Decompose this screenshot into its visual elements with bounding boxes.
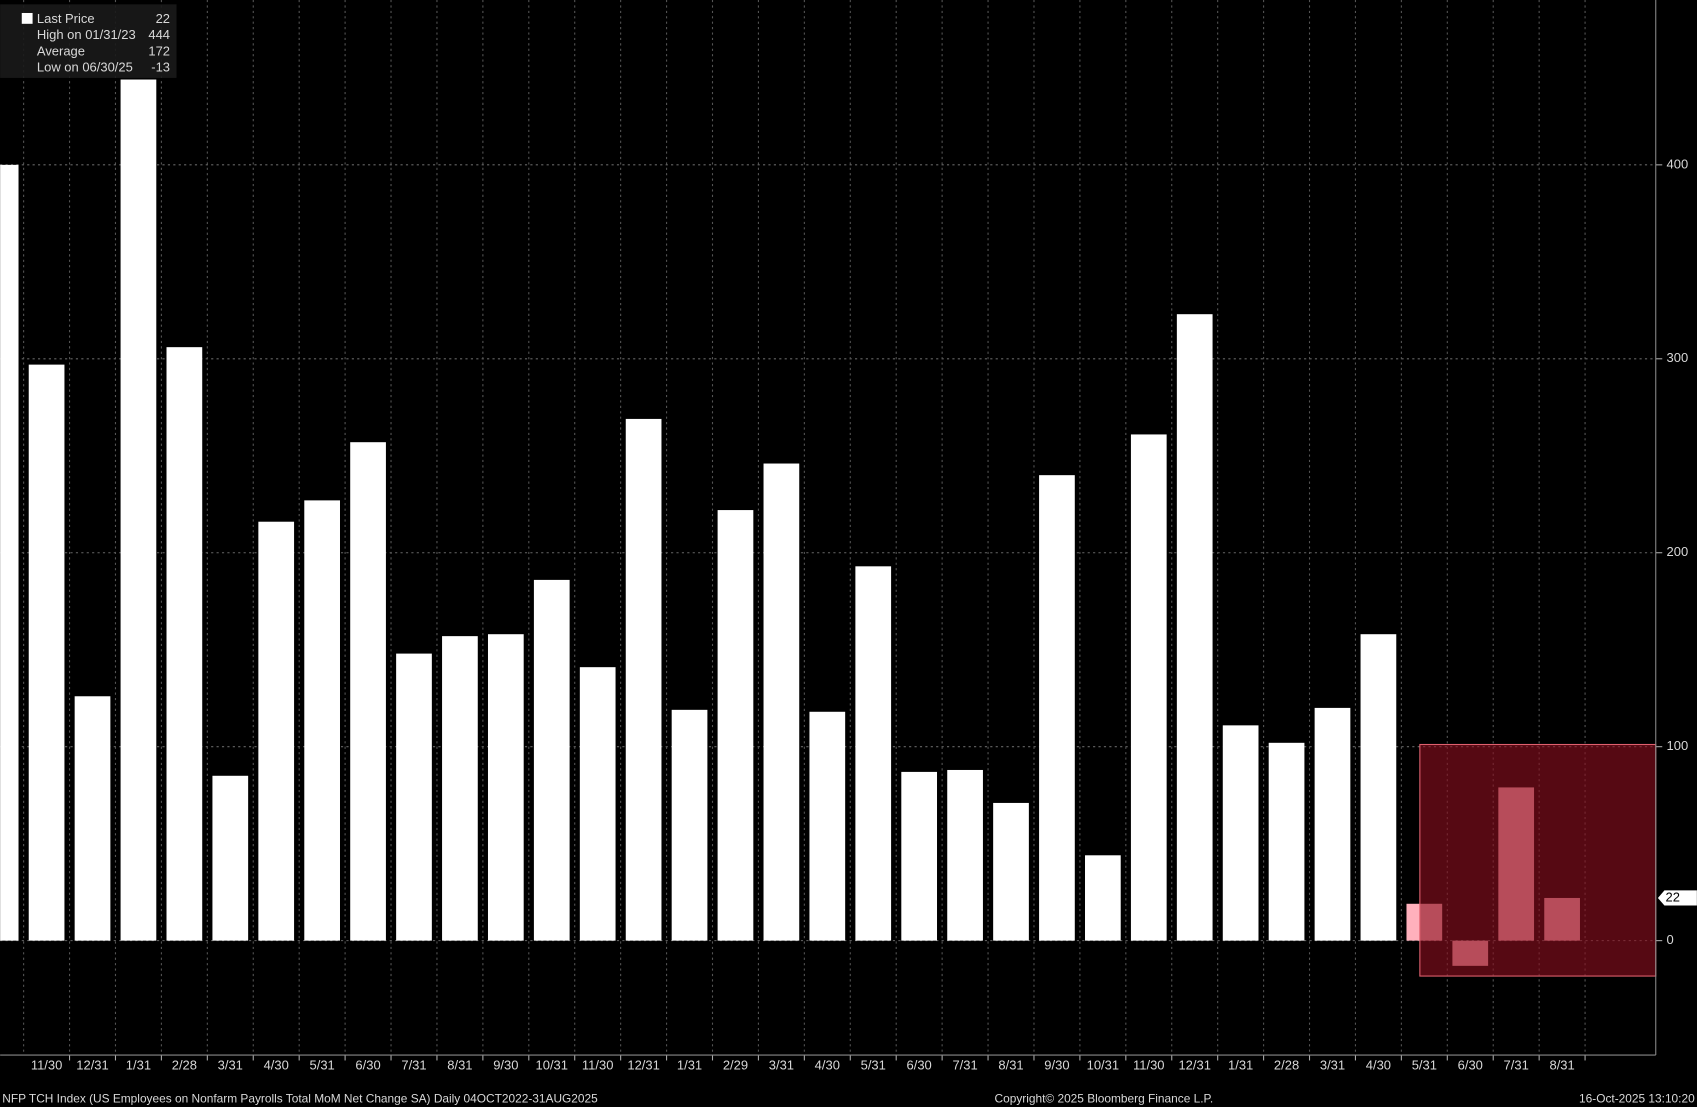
x-tick-label: 3/31 <box>218 1057 243 1072</box>
y-tick-label: 300 <box>1667 350 1689 365</box>
x-tick-label: 10/31 <box>536 1057 568 1072</box>
y-tick-label: 200 <box>1667 544 1689 559</box>
bar <box>166 347 203 941</box>
bar <box>1314 707 1351 941</box>
bar <box>350 442 386 941</box>
x-tick-label: 11/30 <box>1133 1057 1165 1072</box>
bar <box>1360 634 1397 941</box>
legend-label: Average <box>37 43 85 58</box>
legend-value: -13 <box>151 60 170 75</box>
x-tick-label: 8/31 <box>998 1057 1023 1072</box>
x-tick-label: 7/31 <box>1504 1057 1529 1072</box>
bar <box>120 79 157 941</box>
last-price-label: 22 <box>1665 889 1679 904</box>
legend-value: 444 <box>148 27 170 42</box>
bar <box>74 696 111 941</box>
x-tick-label: 5/31 <box>861 1057 886 1072</box>
bar <box>947 769 983 941</box>
bar <box>533 579 570 941</box>
legend-swatch <box>21 12 33 24</box>
x-tick-label: 5/31 <box>1412 1057 1437 1072</box>
bar <box>1222 725 1259 941</box>
bar <box>1039 475 1075 941</box>
bar <box>763 463 800 941</box>
x-tick-label: 6/30 <box>355 1057 380 1072</box>
x-tick-label: 2/29 <box>723 1057 748 1072</box>
x-tick-label: 4/30 <box>264 1057 289 1072</box>
bar <box>1130 434 1167 941</box>
axes: 0 100 200 300 400 11/30 12/31 1/31 2/28 3/31 4/30 5… <box>31 156 1688 1072</box>
bar <box>442 636 478 941</box>
x-tick-label: 9/30 <box>1044 1057 1069 1072</box>
x-tick-label: 12/31 <box>76 1057 108 1072</box>
bar <box>717 510 754 941</box>
bar <box>396 653 432 941</box>
bars <box>0 79 1580 966</box>
bar <box>487 634 524 941</box>
y-tick-label: 400 <box>1667 156 1689 171</box>
last-price-tag <box>1657 890 1697 906</box>
x-tick-label: 4/30 <box>815 1057 840 1072</box>
x-tick-label: 3/31 <box>1320 1057 1345 1072</box>
bar <box>1268 742 1305 941</box>
bar <box>258 521 295 941</box>
x-tick-label: 11/30 <box>582 1057 614 1072</box>
x-tick-label: 7/31 <box>952 1057 977 1072</box>
x-tick-label: 1/31 <box>677 1057 702 1072</box>
bar <box>1085 855 1121 941</box>
highlight-box <box>1419 743 1657 977</box>
x-tick-label: 10/31 <box>1087 1057 1119 1072</box>
legend-label: Last Price <box>37 11 95 26</box>
legend-label: High on 01/31/23 <box>37 27 136 42</box>
bar <box>901 771 938 941</box>
bar <box>28 364 65 941</box>
x-tick-label: 8/31 <box>1549 1057 1574 1072</box>
x-tick-label: 7/31 <box>401 1057 426 1072</box>
footer-center: Copyright© 2025 Bloomberg Finance L.P. <box>995 1092 1214 1106</box>
footer-left: NFP TCH Index (US Employees on Nonfarm P… <box>2 1092 598 1106</box>
x-tick-label: 11/30 <box>31 1057 63 1072</box>
bar <box>671 709 708 941</box>
legend-value: 22 <box>156 11 170 26</box>
x-tick-label: 5/31 <box>310 1057 335 1072</box>
x-tick-label: 1/31 <box>1228 1057 1253 1072</box>
legend-value: 172 <box>148 43 170 58</box>
bar <box>212 775 249 941</box>
bar <box>0 164 19 941</box>
bar <box>993 802 1029 941</box>
x-tick-label: 2/28 <box>1274 1057 1299 1072</box>
x-tick-label: 8/31 <box>447 1057 472 1072</box>
bar <box>304 500 340 941</box>
bar <box>809 711 846 941</box>
bar <box>625 418 662 941</box>
x-tick-label: 2/28 <box>172 1057 197 1072</box>
bar <box>855 566 892 941</box>
x-tick-label: 4/30 <box>1366 1057 1391 1072</box>
x-tick-label: 3/31 <box>769 1057 794 1072</box>
x-tick-label: 12/31 <box>1178 1057 1210 1072</box>
x-tick-label: 12/31 <box>627 1057 659 1072</box>
x-tick-label: 6/30 <box>1458 1057 1483 1072</box>
x-tick-label: 9/30 <box>493 1057 518 1072</box>
footer-right: 16-Oct-2025 13:10:20 <box>1579 1092 1695 1106</box>
x-tick-label: 1/31 <box>126 1057 151 1072</box>
y-tick-label: 100 <box>1667 738 1689 753</box>
legend-label: Low on 06/30/25 <box>37 60 133 75</box>
bar <box>1176 314 1213 941</box>
y-tick-label: 0 <box>1667 932 1674 947</box>
x-tick-label: 6/30 <box>907 1057 932 1072</box>
bar <box>579 667 616 941</box>
